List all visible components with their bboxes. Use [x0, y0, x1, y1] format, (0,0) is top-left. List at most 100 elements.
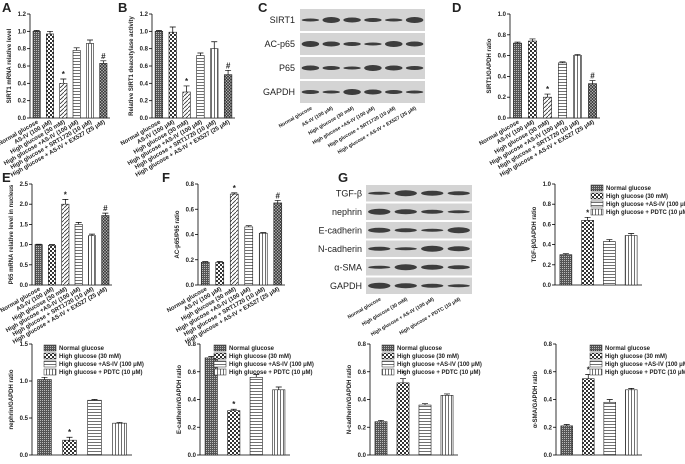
- blot-band: [364, 65, 382, 71]
- legend-swatch: [43, 360, 57, 368]
- error-bar: [202, 261, 209, 263]
- y-tick-label: 0.4: [186, 233, 195, 239]
- y-tick-label: 0.4: [544, 398, 553, 404]
- y-tick-label: 0.6: [543, 222, 552, 228]
- y-tick-label: 0.8: [358, 342, 367, 348]
- significance-mark: #: [590, 72, 595, 81]
- error-bar: [574, 54, 581, 56]
- bar: [603, 241, 616, 286]
- y-tick-label: 0.2: [18, 99, 27, 105]
- blot-band: [343, 89, 361, 95]
- legend-swatch: [589, 352, 603, 360]
- y-tick-label: 0.0: [186, 283, 195, 289]
- y-tick-label: 0.8: [498, 33, 507, 39]
- blot-band: [343, 17, 361, 23]
- y-tick-label: 0.6: [358, 370, 367, 376]
- blot-band: [447, 265, 470, 270]
- y-tick-label: 0.4: [543, 243, 552, 249]
- bar: [168, 31, 177, 119]
- error-bar: [559, 61, 566, 63]
- y-tick-label: 0.6: [544, 370, 553, 376]
- legend-swatch: [213, 352, 227, 360]
- legend-label: High glucose (30 mM): [397, 354, 459, 360]
- panel-label: F: [162, 170, 170, 185]
- error-bar: [400, 378, 406, 383]
- blot-band: [385, 90, 403, 94]
- y-tick-label: 1.0: [543, 182, 552, 188]
- y-tick-label: 1.0: [20, 379, 29, 385]
- y-tick-label: 1.5: [20, 222, 29, 228]
- legend-swatch: [590, 192, 604, 200]
- y-tick-label: 0.6: [140, 64, 149, 70]
- bar: [559, 254, 573, 286]
- blot-strip: [300, 33, 425, 55]
- significance-mark: *: [401, 370, 405, 379]
- y-tick-label: 0.2: [140, 99, 149, 105]
- y-tick-label: 0.0: [358, 453, 367, 459]
- blot-band: [447, 284, 470, 288]
- error-bar: [444, 393, 450, 396]
- blot-band: [405, 41, 424, 47]
- panel-label: C: [258, 0, 268, 15]
- bar: [72, 50, 81, 119]
- blot-row-label: E-cadherin: [318, 225, 362, 235]
- bar: [34, 244, 43, 286]
- error-bar: [274, 200, 281, 203]
- error-bar: [100, 60, 107, 64]
- bar: [272, 389, 286, 456]
- legend-swatch: [213, 360, 227, 368]
- y-tick-label: 0.8: [544, 342, 553, 348]
- blot-row-label: TGF-β: [336, 188, 362, 198]
- blot-strip: [366, 277, 472, 294]
- bar: [229, 193, 239, 286]
- error-bar: [216, 261, 223, 263]
- error-bar: [606, 239, 613, 242]
- error-bar: [102, 212, 109, 216]
- legend-swatch: [381, 352, 395, 360]
- legend-swatch: [590, 200, 604, 208]
- bar: [48, 245, 56, 286]
- error-bar: [230, 408, 237, 411]
- blot-band: [394, 264, 417, 271]
- bar: [59, 83, 68, 119]
- blot-band: [405, 17, 424, 23]
- blot-band: [301, 90, 320, 94]
- blot-strip: [300, 9, 425, 31]
- legend-swatch: [589, 368, 603, 376]
- legend-swatch: [381, 360, 395, 368]
- blot-strip: [366, 222, 472, 239]
- y-tick-label: 0.0: [20, 453, 29, 459]
- legend-label: High glucose +AS-IV (100 μM): [397, 362, 482, 368]
- legend-swatch: [589, 360, 603, 368]
- blot-band: [343, 66, 361, 70]
- blot-row-label: GAPDH: [330, 281, 362, 291]
- y-tick-label: 0.8: [543, 202, 552, 208]
- bar: [37, 379, 52, 456]
- panel-label: A: [2, 0, 12, 15]
- y-tick-label: 0.8: [18, 47, 27, 53]
- significance-mark: #: [101, 52, 106, 61]
- blot-band: [322, 90, 340, 94]
- y-axis-label: Relative SIRT1 deacetylase activity: [129, 15, 135, 115]
- bar: [582, 378, 595, 456]
- blot-band: [368, 246, 391, 251]
- error-bar: [628, 233, 635, 236]
- legend-swatch: [43, 368, 57, 376]
- bar: [88, 235, 96, 286]
- bar: [210, 48, 219, 119]
- error-bar: [544, 93, 551, 98]
- y-axis-label: SIRT1/GAPDH ratio: [487, 38, 493, 93]
- bar: [440, 395, 454, 456]
- legend-label: High glucose +AS-IV (100 μM): [59, 362, 144, 368]
- y-tick-label: 1.0: [20, 243, 29, 249]
- significance-mark: *: [62, 70, 66, 79]
- significance-mark: *: [587, 366, 591, 375]
- significance-mark: *: [232, 400, 236, 409]
- blot-strip: [300, 57, 425, 79]
- error-bar: [211, 41, 218, 49]
- y-tick-label: 0.0: [18, 116, 27, 122]
- blot-strip: [366, 203, 472, 220]
- legend-label: Normal glucose: [59, 346, 105, 352]
- blot-band: [368, 282, 391, 289]
- y-tick-label: 0.2: [358, 425, 367, 431]
